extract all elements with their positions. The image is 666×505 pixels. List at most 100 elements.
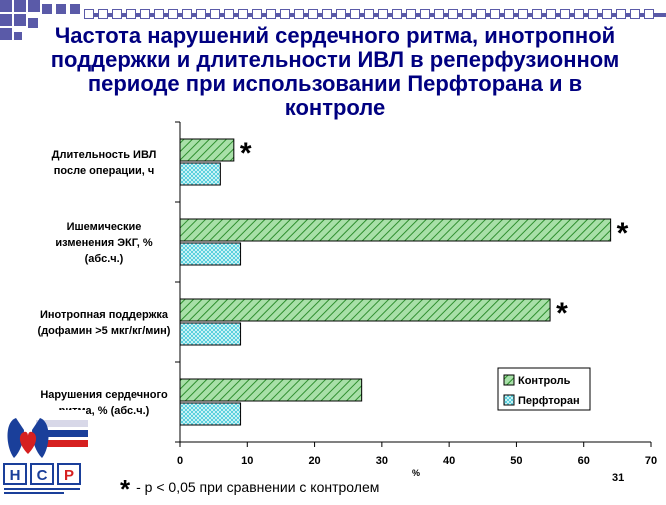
corner-square <box>364 9 374 19</box>
corner-square <box>210 9 220 19</box>
corner-square <box>56 4 66 14</box>
footnote-symbol: * <box>120 474 131 504</box>
x-tick-label: 40 <box>443 455 455 467</box>
corner-square <box>420 9 430 19</box>
category-label: Нарушения сердечного <box>40 389 168 401</box>
corner-square <box>560 9 570 19</box>
title-line: контроле <box>284 95 386 120</box>
corner-square <box>28 0 40 12</box>
corner-square <box>350 9 360 19</box>
x-tick-label: 0 <box>177 455 183 467</box>
page-number: 31 <box>612 472 625 484</box>
svg-text:С: С <box>37 467 48 484</box>
category-label: Ишемические <box>67 221 142 233</box>
corner-square <box>14 14 26 26</box>
bar-control <box>179 298 551 322</box>
corner-square <box>168 9 178 19</box>
corner-square <box>644 9 654 19</box>
footnote-text: - p < 0,05 при сравнении с контролем <box>136 479 380 495</box>
legend-label-perftoran: Перфторан <box>518 395 580 407</box>
corner-square <box>98 9 108 19</box>
title-line: поддержки и длительности ИВЛ в реперфузи… <box>50 47 620 72</box>
header-rule <box>84 13 666 17</box>
x-axis-label: % <box>412 468 420 478</box>
bar-perftoran <box>179 162 221 186</box>
corner-square <box>280 9 290 19</box>
x-tick-label: 20 <box>308 455 320 467</box>
corner-square <box>42 4 52 14</box>
corner-square <box>266 9 276 19</box>
x-tick-label: 60 <box>578 455 590 467</box>
corner-square <box>448 9 458 19</box>
corner-square <box>28 18 38 28</box>
organization-logo: Н С Р <box>3 410 88 494</box>
corner-square <box>182 9 192 19</box>
category-label: (абс.ч.) <box>85 253 124 265</box>
corner-square <box>378 9 388 19</box>
corner-square <box>630 9 640 19</box>
legend-swatch-perftoran <box>503 394 515 406</box>
corner-square <box>14 0 26 12</box>
corner-square <box>154 9 164 19</box>
legend-swatch-control <box>503 374 515 386</box>
corner-square <box>504 9 514 19</box>
corner-square <box>308 9 318 19</box>
category-label: после операции, ч <box>54 165 154 177</box>
corner-square <box>0 28 12 40</box>
corner-square <box>0 14 12 26</box>
corner-square <box>140 9 150 19</box>
corner-square <box>434 9 444 19</box>
corner-square <box>532 9 542 19</box>
title-line: Частота нарушений сердечного ритма, инот… <box>54 23 616 48</box>
corner-square <box>294 9 304 19</box>
svg-text:Н: Н <box>10 467 21 484</box>
category-label: (дофамин >5 мкг/кг/мин) <box>38 325 171 337</box>
bar-control <box>179 218 612 242</box>
x-tick-label: 70 <box>645 455 657 467</box>
x-tick-label: 50 <box>510 455 522 467</box>
category-label: Длительность ИВЛ <box>52 149 157 161</box>
bar-control <box>179 378 363 402</box>
significance-footnote: * - p < 0,05 при сравнении с контролем <box>120 474 379 505</box>
corner-square <box>490 9 500 19</box>
category-label: Инотропная поддержка <box>40 309 169 321</box>
corner-square <box>588 9 598 19</box>
corner-square <box>476 9 486 19</box>
corner-square <box>252 9 262 19</box>
corner-square <box>406 9 416 19</box>
title-line: периоде при использовании Перфторана и в <box>87 71 583 96</box>
corner-square <box>70 4 80 14</box>
bar-perftoran <box>179 322 242 346</box>
corner-square <box>574 9 584 19</box>
corner-square <box>14 32 22 40</box>
corner-square <box>462 9 472 19</box>
significance-marker: * <box>556 297 568 330</box>
corner-square <box>0 0 12 12</box>
x-tick-label: 10 <box>241 455 253 467</box>
bar-perftoran <box>179 242 242 266</box>
category-label: изменения ЭКГ, % <box>55 237 153 249</box>
corner-square <box>336 9 346 19</box>
legend-label-control: Контроль <box>518 375 571 387</box>
corner-square <box>602 9 612 19</box>
corner-square <box>518 9 528 19</box>
logo-letters: Н С Р <box>3 463 81 485</box>
x-tick-label: 30 <box>376 455 388 467</box>
corner-square <box>238 9 248 19</box>
corner-square <box>616 9 626 19</box>
corner-square <box>196 9 206 19</box>
chart-title: Частота нарушений сердечного ритма, инот… <box>20 24 650 120</box>
significance-marker: * <box>240 137 252 170</box>
corner-square <box>392 9 402 19</box>
svg-text:Р: Р <box>64 467 74 484</box>
corner-square <box>126 9 136 19</box>
corner-square <box>84 9 94 19</box>
bar-control <box>179 138 235 162</box>
corner-square <box>546 9 556 19</box>
corner-square <box>112 9 122 19</box>
bar-perftoran <box>179 402 242 426</box>
significance-marker: * <box>617 217 629 250</box>
corner-square <box>224 9 234 19</box>
corner-square <box>322 9 332 19</box>
